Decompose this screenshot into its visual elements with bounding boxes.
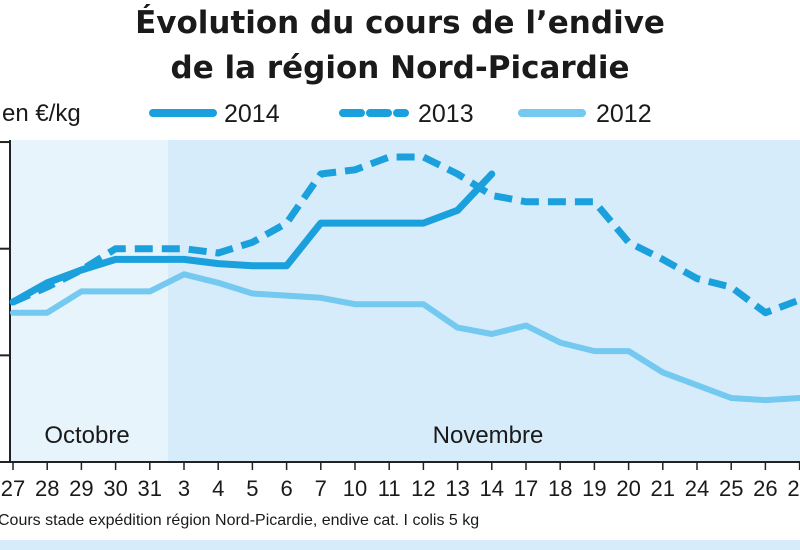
- period-label-novembre: Novembre: [433, 422, 544, 449]
- legend-item-2013: 2013: [339, 100, 474, 128]
- legend-item-2014: 2014: [149, 100, 280, 128]
- x-tick-label-4: 31: [138, 476, 162, 501]
- chart-title-line-1: Évolution du cours de l’endive: [135, 5, 665, 41]
- x-tick-label-16: 18: [548, 476, 572, 501]
- legend: 2014 2013 2012: [149, 100, 652, 128]
- legend-item-2012: 2012: [518, 100, 652, 128]
- y-axis-ticks: [0, 141, 10, 357]
- x-tick-label-18: 20: [616, 476, 640, 501]
- series-line-2012: [10, 271, 800, 404]
- x-tick-label-1: 28: [35, 476, 59, 501]
- x-axis-ticks: 27 28 29 30 31 3 4 5 6 7 10 11 12 13 14 17 18 19 20 21 24 25 2…: [1, 462, 800, 501]
- legend-label-2013: 2013: [418, 100, 474, 128]
- x-tick-label-14: 14: [480, 476, 504, 501]
- x-tick-label-0: 27: [1, 476, 25, 501]
- x-tick-label-13: 13: [445, 476, 469, 501]
- bottom-band: [0, 540, 800, 550]
- series-2014: [9, 170, 496, 306]
- x-tick-label-21: 25: [719, 476, 743, 501]
- period-label-octobre: Octobre: [44, 422, 129, 449]
- x-tick-label-9: 7: [315, 476, 327, 501]
- x-tick-label-2: 29: [69, 476, 93, 501]
- legend-label-2012: 2012: [596, 100, 652, 128]
- x-tick-label-5: 3: [178, 476, 190, 501]
- x-tick-label-17: 19: [582, 476, 606, 501]
- series-2013: [11, 153, 800, 317]
- x-tick-label-12: 12: [411, 476, 435, 501]
- x-tick-label-23: 27: [787, 476, 800, 501]
- x-tick-label-6: 4: [212, 476, 224, 501]
- x-tick-label-15: 17: [514, 476, 538, 501]
- x-tick-label-11: 11: [378, 476, 401, 501]
- x-tick-label-10: 10: [343, 476, 367, 501]
- x-tick-label-3: 30: [103, 476, 127, 501]
- x-tick-label-8: 6: [280, 476, 292, 501]
- series-line-2013: [11, 153, 800, 317]
- x-tick-label-19: 21: [651, 476, 675, 501]
- x-tick-label-22: 26: [753, 476, 777, 501]
- y-axis-unit-label: en €/kg: [2, 100, 81, 127]
- legend-label-2014: 2014: [224, 100, 280, 128]
- x-tick-label-20: 24: [685, 476, 709, 501]
- chart-title-line-2: de la région Nord-Picardie: [171, 50, 630, 86]
- source-note: Cours stade expédition région Nord-Picar…: [0, 512, 479, 529]
- series-layer: [9, 153, 800, 404]
- plot-background-octobre: [10, 140, 168, 462]
- x-tick-label-7: 5: [246, 476, 258, 501]
